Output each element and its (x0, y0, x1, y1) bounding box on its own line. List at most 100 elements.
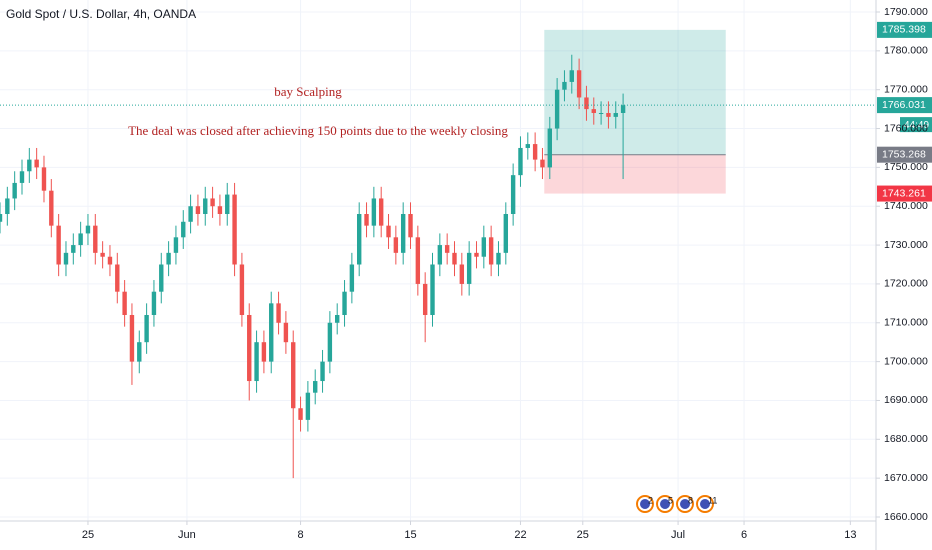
candle-body (0, 214, 3, 222)
y-tick-label: 1790.000 (884, 6, 928, 18)
candle-body (620, 105, 626, 113)
price-label-bg (877, 146, 932, 163)
candle-body (151, 291, 157, 315)
stop-zone (544, 154, 726, 194)
x-tick-label: Jun (178, 529, 196, 541)
y-tick-label: 1690.000 (884, 394, 928, 406)
candle-body (503, 214, 509, 253)
candle-body (232, 194, 237, 265)
candle-body (5, 198, 10, 214)
candle-body (444, 245, 450, 253)
candle-body (408, 214, 413, 238)
candle-body (518, 147, 523, 176)
y-tick-label: 1740.000 (884, 200, 928, 212)
candle-body (437, 245, 443, 265)
event-label: 11 (708, 495, 717, 505)
candle-body (129, 315, 135, 362)
price-label-bg (877, 21, 932, 38)
candle-body (107, 256, 113, 265)
candle-body (576, 70, 582, 98)
candle-body (305, 392, 311, 420)
event-label: 8 (688, 495, 693, 505)
event-icon-flag (700, 499, 710, 509)
candle-body (195, 206, 201, 214)
candle-body (364, 214, 369, 226)
x-tick-label: 25 (577, 529, 589, 541)
y-tick-label: 1720.000 (884, 278, 928, 290)
candle-body (159, 264, 164, 292)
y-tick-label: 1710.000 (884, 317, 928, 329)
y-tick-label: 1700.000 (884, 355, 928, 367)
candle-body (459, 264, 465, 284)
candle-body (510, 175, 516, 214)
price-label: 1766.031 (882, 99, 926, 111)
candle-body (217, 206, 223, 214)
candle-body (481, 237, 487, 257)
candle-body (166, 252, 171, 265)
candle-body (41, 167, 47, 191)
candle-body (12, 182, 17, 199)
candle-body (415, 237, 421, 284)
x-tick-label: 13 (844, 529, 856, 541)
candle-body (71, 245, 76, 253)
y-tick-label: 1670.000 (884, 472, 928, 484)
y-tick-label: 1660.000 (884, 511, 928, 523)
candle-body (19, 171, 25, 183)
annotation: bay Scalping (274, 84, 342, 99)
candle-body (466, 252, 472, 284)
candle-body (349, 264, 355, 292)
event-icon-flag (680, 499, 690, 509)
candle-body (63, 252, 69, 265)
candle-body (393, 237, 399, 253)
candle-body (122, 291, 127, 315)
candle-body (261, 342, 267, 362)
candle-body (291, 342, 296, 409)
x-tick-label: 6 (741, 529, 747, 541)
candle-body (430, 264, 435, 315)
y-tick-label: 1780.000 (884, 45, 928, 57)
candle-body (78, 233, 83, 246)
candle-body (613, 113, 618, 117)
countdown: 44:49 (904, 120, 929, 131)
price-label: 1743.261 (882, 187, 926, 199)
x-tick-label: Jul (671, 529, 685, 541)
candle-body (49, 190, 54, 226)
candle-body (144, 315, 149, 343)
candle-body (210, 198, 215, 207)
candle-body (532, 144, 538, 160)
candle-body (225, 194, 230, 214)
candle-body (474, 252, 479, 257)
candle-body (342, 291, 347, 315)
candle-body (181, 221, 186, 238)
candle-body (452, 252, 457, 265)
y-tick-label: 1750.000 (884, 161, 928, 173)
candle-body (56, 225, 61, 265)
candle-body (247, 315, 252, 382)
price-label-bg (877, 97, 932, 114)
candle-body (254, 342, 259, 382)
candle-body (85, 225, 91, 234)
candle-body (276, 303, 281, 323)
event-icon-flag (660, 499, 670, 509)
candle-body (378, 198, 384, 226)
x-tick-label: 8 (297, 529, 303, 541)
event-label: 2 (648, 495, 653, 505)
candle-body (606, 113, 611, 117)
countdown-bg (900, 117, 932, 133)
candle-body (27, 159, 32, 172)
event-label: 5 (668, 495, 673, 505)
event-icon-flag (640, 499, 650, 509)
x-tick-label: 22 (514, 529, 526, 541)
candle-body (93, 225, 98, 253)
candle-body (327, 322, 333, 362)
annotation: The deal was closed after achieving 150 … (128, 123, 508, 138)
y-tick-label: 1730.000 (884, 239, 928, 251)
candle-body (488, 237, 494, 265)
candle-body (525, 144, 530, 148)
candle-body (371, 198, 377, 226)
candle-body (422, 283, 428, 315)
candle-body (400, 214, 406, 253)
candle-body (554, 89, 560, 129)
candle-body (239, 264, 245, 315)
